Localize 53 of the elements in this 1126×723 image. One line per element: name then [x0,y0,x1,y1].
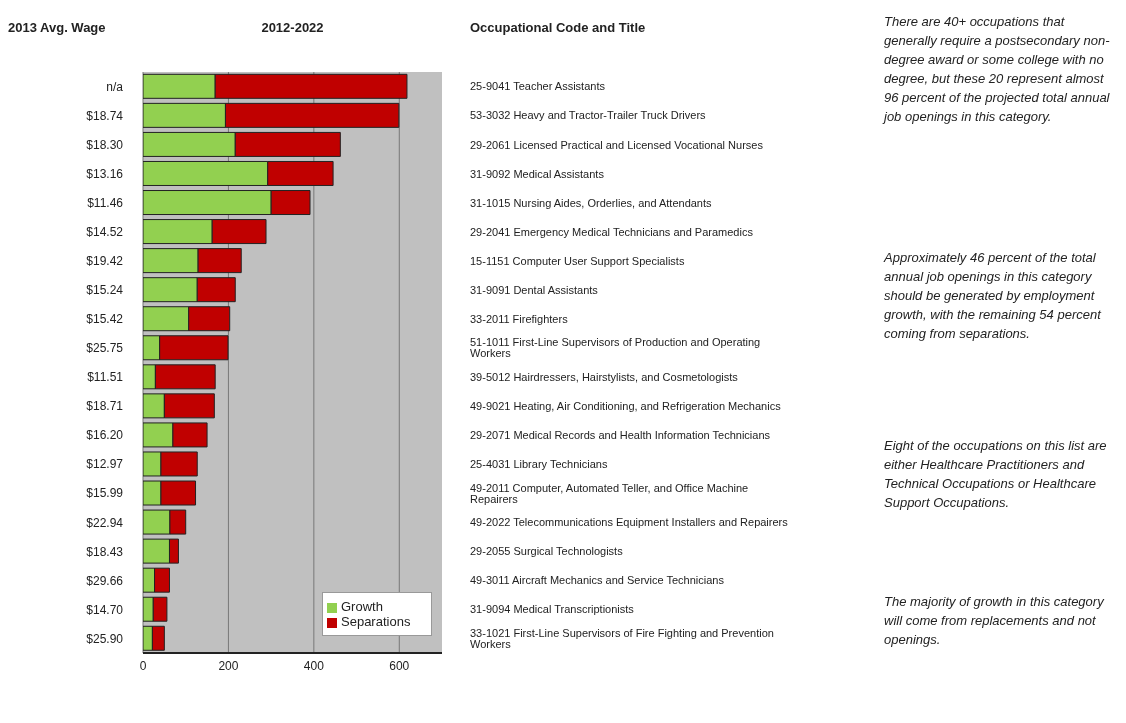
y-tick-label: 31-9094 Medical Transcriptionists [470,603,635,616]
y-tick-label: 51-1011 First-Line Supervisors of Production and Operating Workers [470,336,761,360]
x-tick-label: 600 [389,658,410,673]
y-tick-label: 25-4031 Library Technicians [470,458,608,471]
x-tick-label: 0 [139,658,147,673]
y-tick-label: 29-2041 Emergency Medical Technicians and Paramedics [470,225,754,238]
text: $15.99 [86,486,124,501]
legend-label: Growth [341,599,383,614]
text: $15.24 [86,283,124,298]
text: $19.42 [86,254,124,269]
y-tick-label: 15-1151 Computer User Support Specialists [470,254,685,267]
legend-label: Separations [341,614,411,629]
y-tick-label: 31-9092 Medical Assistants [470,167,605,180]
text: $18.30 [86,137,124,152]
x-tick-label: 200 [218,658,239,673]
text: $25.90 [86,631,124,646]
text: Eight of the occupations on this list are either Healthcare Practitioners and Technical Occupations or Healthcare Support Occupations. [884,437,1108,512]
y-tick-label: 25-9041 Teacher Assistants [470,80,606,93]
text: $18.43 [86,544,124,559]
text: $18.74 [86,108,124,123]
text: $29.66 [86,573,124,588]
y-tick-label: 31-9091 Dental Assistants [470,283,599,296]
x-tick-label: 400 [303,658,325,673]
text: $13.16 [86,166,124,181]
y-tick-label: 33-1021 First-Line Supervisors of Fire Fighting and Prevention Workers [470,626,774,650]
text: The majority of growth in this category will come from replacements and not openings. [884,593,1105,649]
text: $14.70 [86,602,124,617]
y-tick-label: 29-2061 Licensed Practical and Licensed Vocational Nurses [470,138,764,151]
y-axis-title: Occupational Code and Title [470,20,646,35]
y-tick-label: 29-2055 Surgical Technologists [470,545,624,558]
y-tick-label: 33-2011 Firefighters [470,312,569,325]
y-tick-label: 39-5012 Hairdressers, Hairstylists, and Cosmetologists [470,370,739,383]
text: $11.46 [87,195,124,210]
y-tick-label: 31-1015 Nursing Aides, Orderlies, and Attendants [470,196,713,209]
text: 2013 Avg. Wage [8,20,106,35]
text: $12.97 [86,457,124,472]
y-tick-label: 49-2011 Computer, Automated Teller, and Office Machine Repairers [470,481,749,505]
y-tick-label: 49-9021 Heating, Air Conditioning, and Refrigeration Mechanics [470,399,782,412]
text: $16.20 [86,428,124,443]
y-tick-label: 53-3032 Heavy and Tractor-Trailer Truck Drivers [470,109,707,122]
text: n/a [106,79,124,94]
text: Approximately 46 percent of the total annual job openings in this category should be generated by employment growth, with the remaining 54 percent coming from separations. [884,249,1103,343]
text: $14.52 [86,225,124,240]
text: $18.71 [86,399,124,414]
y-tick-label: 49-3011 Aircraft Mechanics and Service Technicians [470,574,725,587]
y-tick-label: 49-2022 Telecommunications Equipment Installers and Repairers [470,516,789,529]
text: $25.75 [86,341,124,356]
chart-title: 2012-2022 [260,20,325,35]
text: $15.42 [86,312,124,327]
y-tick-label: 29-2071 Medical Records and Health Information Technicians [470,429,771,442]
text: $22.94 [86,515,124,530]
text: There are 40+ occupations that generally require a postsecondary non-degree award or some college with no degree, but these 20 represent almost 96 percent of the projected total annual job openings in this category. [884,13,1111,126]
text: $11.51 [87,370,124,385]
